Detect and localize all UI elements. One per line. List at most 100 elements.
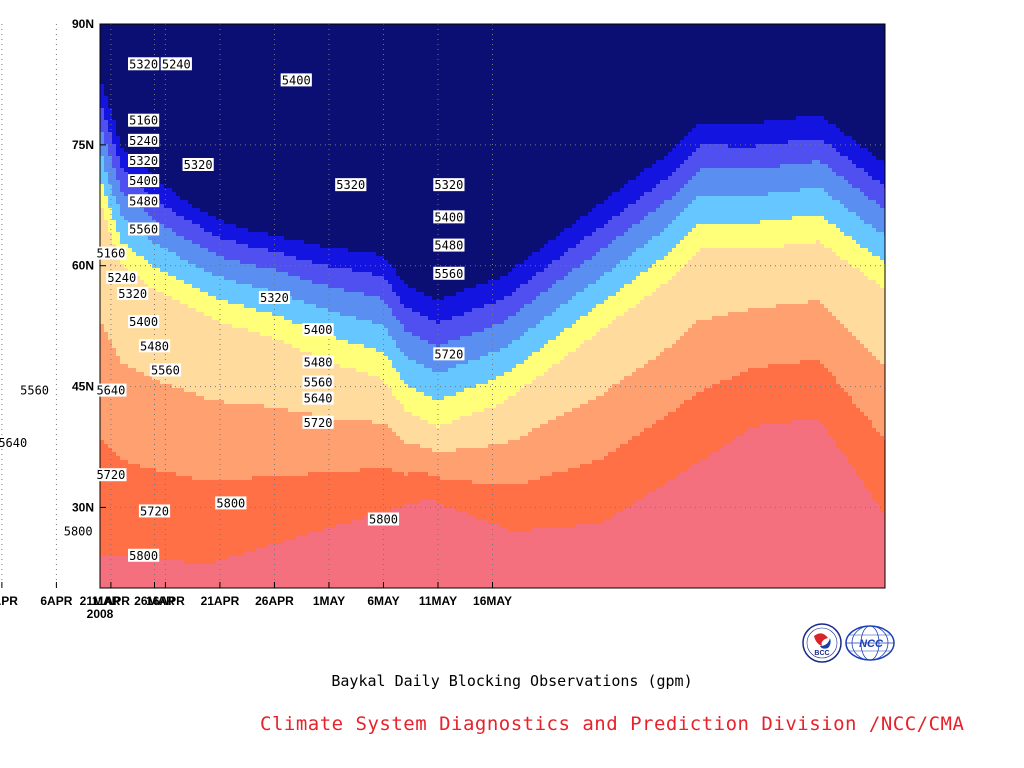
field-cell (212, 48, 217, 53)
field-cell (116, 88, 121, 93)
field-cell (200, 540, 205, 545)
field-cell (184, 244, 189, 249)
field-cell (152, 428, 157, 433)
field-cell (224, 100, 229, 105)
field-cell (176, 432, 181, 437)
field-cell (100, 52, 105, 57)
field-cell (108, 544, 113, 549)
field-cell (132, 284, 137, 289)
field-cell (208, 196, 213, 201)
field-cell (116, 436, 121, 441)
field-cell (180, 352, 185, 357)
field-cell (204, 508, 209, 513)
field-cell (200, 552, 205, 557)
field-cell (236, 492, 241, 497)
field-cell (132, 252, 137, 257)
field-cell (208, 56, 213, 61)
field-cell (212, 400, 217, 405)
field-cell (208, 72, 213, 77)
field-cell (104, 316, 109, 321)
field-cell (232, 32, 237, 37)
field-cell (148, 444, 153, 449)
field-cell (220, 464, 225, 469)
field-cell (156, 296, 161, 301)
field-cell (104, 276, 109, 281)
field-cell (100, 100, 105, 105)
field-cell (120, 48, 125, 53)
field-cell (180, 76, 185, 81)
field-cell (192, 268, 197, 273)
field-cell (236, 340, 241, 345)
field-cell (180, 120, 185, 125)
field-cell (176, 556, 181, 561)
field-cell (196, 280, 201, 285)
field-cell (120, 480, 125, 485)
field-cell (136, 396, 141, 401)
field-cell (188, 448, 193, 453)
field-cell (172, 32, 177, 37)
field-cell (172, 516, 177, 521)
field-cell (116, 336, 121, 341)
field-cell (200, 64, 205, 69)
field-cell (128, 472, 133, 477)
field-cell (148, 336, 153, 341)
field-cell (184, 128, 189, 133)
field-cell (152, 356, 157, 361)
field-cell (196, 296, 201, 301)
field-cell (104, 264, 109, 269)
field-cell (132, 216, 137, 221)
field-cell (172, 128, 177, 133)
field-cell (240, 80, 245, 85)
field-cell (136, 584, 141, 589)
field-cell (108, 84, 113, 89)
field-cell (196, 500, 201, 505)
field-cell (168, 324, 173, 329)
field-cell (196, 384, 201, 389)
field-cell (220, 240, 225, 245)
field-cell (160, 384, 165, 389)
field-cell (172, 272, 177, 277)
field-cell (204, 104, 209, 109)
field-cell (188, 428, 193, 433)
field-cell (100, 452, 105, 457)
field-cell (164, 420, 169, 425)
field-cell (188, 392, 193, 397)
field-cell (104, 44, 109, 49)
field-cell (172, 132, 177, 137)
field-cell (220, 452, 225, 457)
field-cell (176, 460, 181, 465)
field-cell (220, 372, 225, 377)
field-cell (100, 184, 105, 189)
field-cell (200, 368, 205, 373)
field-cell (108, 568, 113, 573)
field-cell (228, 304, 233, 309)
field-cell (220, 260, 225, 265)
field-cell (176, 548, 181, 553)
field-cell (140, 92, 145, 97)
field-cell (240, 112, 245, 117)
field-cell (140, 48, 145, 53)
field-cell (156, 72, 161, 77)
field-cell (228, 296, 233, 301)
field-cell (100, 272, 105, 277)
field-cell (132, 388, 137, 393)
field-cell (240, 248, 245, 253)
field-cell (160, 84, 165, 89)
field-cell (120, 216, 125, 221)
field-cell (180, 580, 185, 585)
field-cell (140, 520, 145, 525)
field-cell (172, 492, 177, 497)
field-cell (172, 352, 177, 357)
field-cell (128, 416, 133, 421)
field-cell (176, 568, 181, 573)
field-cell (128, 252, 133, 257)
field-cell (104, 160, 109, 165)
field-cell (140, 260, 145, 265)
field-cell (152, 420, 157, 425)
field-cell (180, 492, 185, 497)
field-cell (136, 236, 141, 241)
field-cell (164, 264, 169, 269)
field-cell (216, 156, 221, 161)
field-cell (140, 424, 145, 429)
field-cell (192, 280, 197, 285)
